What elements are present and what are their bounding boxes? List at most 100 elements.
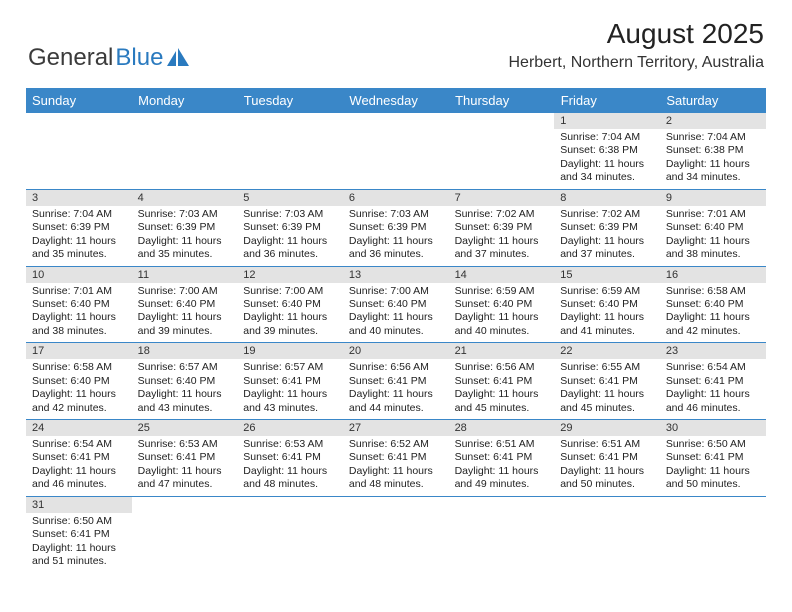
daylight-line: Daylight: 11 hours and 35 minutes. xyxy=(138,235,232,262)
day-number: 4 xyxy=(132,190,238,206)
day-number: 22 xyxy=(554,343,660,359)
calendar-cell: 17Sunrise: 6:58 AMSunset: 6:40 PMDayligh… xyxy=(26,343,132,420)
daylight-line: Daylight: 11 hours and 41 minutes. xyxy=(560,311,654,338)
calendar-row: 17Sunrise: 6:58 AMSunset: 6:40 PMDayligh… xyxy=(26,343,766,420)
sunset-line: Sunset: 6:40 PM xyxy=(138,298,232,311)
day-body: Sunrise: 6:54 AMSunset: 6:41 PMDaylight:… xyxy=(26,436,132,496)
day-body: Sunrise: 6:51 AMSunset: 6:41 PMDaylight:… xyxy=(554,436,660,496)
day-number: 15 xyxy=(554,267,660,283)
day-number: 29 xyxy=(554,420,660,436)
sunrise-line: Sunrise: 6:53 AM xyxy=(138,438,232,451)
calendar-cell xyxy=(132,496,238,572)
daylight-line: Daylight: 11 hours and 45 minutes. xyxy=(560,388,654,415)
sunset-line: Sunset: 6:39 PM xyxy=(560,221,654,234)
dayhead-mon: Monday xyxy=(132,88,238,113)
dayhead-sat: Saturday xyxy=(660,88,766,113)
sunset-line: Sunset: 6:39 PM xyxy=(349,221,443,234)
day-header-row: Sunday Monday Tuesday Wednesday Thursday… xyxy=(26,88,766,113)
calendar-cell: 16Sunrise: 6:58 AMSunset: 6:40 PMDayligh… xyxy=(660,266,766,343)
calendar-cell: 21Sunrise: 6:56 AMSunset: 6:41 PMDayligh… xyxy=(449,343,555,420)
day-number: 16 xyxy=(660,267,766,283)
calendar-body: 1Sunrise: 7:04 AMSunset: 6:38 PMDaylight… xyxy=(26,113,766,573)
day-body: Sunrise: 6:59 AMSunset: 6:40 PMDaylight:… xyxy=(554,283,660,343)
daylight-line: Daylight: 11 hours and 34 minutes. xyxy=(666,158,760,185)
sunrise-line: Sunrise: 7:04 AM xyxy=(666,131,760,144)
sunrise-line: Sunrise: 7:01 AM xyxy=(666,208,760,221)
calendar-table: Sunday Monday Tuesday Wednesday Thursday… xyxy=(26,88,766,573)
day-number: 6 xyxy=(343,190,449,206)
sunrise-line: Sunrise: 7:01 AM xyxy=(32,285,126,298)
sunset-line: Sunset: 6:40 PM xyxy=(560,298,654,311)
day-body: Sunrise: 6:50 AMSunset: 6:41 PMDaylight:… xyxy=(660,436,766,496)
title-block: August 2025 Herbert, Northern Territory,… xyxy=(509,18,765,72)
dayhead-thu: Thursday xyxy=(449,88,555,113)
day-number: 31 xyxy=(26,497,132,513)
calendar-cell: 25Sunrise: 6:53 AMSunset: 6:41 PMDayligh… xyxy=(132,420,238,497)
calendar-cell xyxy=(554,496,660,572)
calendar-cell: 18Sunrise: 6:57 AMSunset: 6:40 PMDayligh… xyxy=(132,343,238,420)
sunset-line: Sunset: 6:40 PM xyxy=(32,298,126,311)
sunrise-line: Sunrise: 6:51 AM xyxy=(455,438,549,451)
sunrise-line: Sunrise: 6:57 AM xyxy=(243,361,337,374)
daylight-line: Daylight: 11 hours and 34 minutes. xyxy=(560,158,654,185)
day-body: Sunrise: 6:53 AMSunset: 6:41 PMDaylight:… xyxy=(237,436,343,496)
calendar-row: 3Sunrise: 7:04 AMSunset: 6:39 PMDaylight… xyxy=(26,189,766,266)
calendar-cell xyxy=(237,113,343,189)
day-body: Sunrise: 7:01 AMSunset: 6:40 PMDaylight:… xyxy=(26,283,132,343)
daylight-line: Daylight: 11 hours and 45 minutes. xyxy=(455,388,549,415)
calendar-cell xyxy=(343,496,449,572)
sunset-line: Sunset: 6:39 PM xyxy=(32,221,126,234)
day-body: Sunrise: 7:03 AMSunset: 6:39 PMDaylight:… xyxy=(132,206,238,266)
daylight-line: Daylight: 11 hours and 43 minutes. xyxy=(138,388,232,415)
sunrise-line: Sunrise: 6:59 AM xyxy=(455,285,549,298)
sunrise-line: Sunrise: 6:54 AM xyxy=(666,361,760,374)
calendar-cell: 13Sunrise: 7:00 AMSunset: 6:40 PMDayligh… xyxy=(343,266,449,343)
day-number: 20 xyxy=(343,343,449,359)
sunset-line: Sunset: 6:41 PM xyxy=(560,375,654,388)
sunset-line: Sunset: 6:41 PM xyxy=(243,375,337,388)
day-number: 26 xyxy=(237,420,343,436)
location: Herbert, Northern Territory, Australia xyxy=(509,54,765,72)
day-number: 23 xyxy=(660,343,766,359)
day-body: Sunrise: 7:02 AMSunset: 6:39 PMDaylight:… xyxy=(449,206,555,266)
daylight-line: Daylight: 11 hours and 51 minutes. xyxy=(32,542,126,569)
calendar-cell: 31Sunrise: 6:50 AMSunset: 6:41 PMDayligh… xyxy=(26,496,132,572)
calendar-cell: 5Sunrise: 7:03 AMSunset: 6:39 PMDaylight… xyxy=(237,189,343,266)
day-body: Sunrise: 7:01 AMSunset: 6:40 PMDaylight:… xyxy=(660,206,766,266)
sunrise-line: Sunrise: 7:03 AM xyxy=(243,208,337,221)
day-body: Sunrise: 6:54 AMSunset: 6:41 PMDaylight:… xyxy=(660,359,766,419)
day-number: 14 xyxy=(449,267,555,283)
day-number: 9 xyxy=(660,190,766,206)
day-body: Sunrise: 7:03 AMSunset: 6:39 PMDaylight:… xyxy=(237,206,343,266)
calendar-cell: 24Sunrise: 6:54 AMSunset: 6:41 PMDayligh… xyxy=(26,420,132,497)
daylight-line: Daylight: 11 hours and 47 minutes. xyxy=(138,465,232,492)
daylight-line: Daylight: 11 hours and 44 minutes. xyxy=(349,388,443,415)
sunset-line: Sunset: 6:41 PM xyxy=(666,451,760,464)
calendar-cell xyxy=(449,496,555,572)
day-number: 10 xyxy=(26,267,132,283)
calendar-cell: 22 Sunrise: 6:55 AMSunset: 6:41 PMDayligh… xyxy=(554,343,660,420)
day-body: Sunrise: 7:04 AMSunset: 6:38 PMDaylight:… xyxy=(554,129,660,189)
sunrise-line: Sunrise: 6:57 AM xyxy=(138,361,232,374)
calendar-cell: 10Sunrise: 7:01 AMSunset: 6:40 PMDayligh… xyxy=(26,266,132,343)
calendar-cell: 8Sunrise: 7:02 AMSunset: 6:39 PMDaylight… xyxy=(554,189,660,266)
day-body: Sunrise: 7:02 AMSunset: 6:39 PMDaylight:… xyxy=(554,206,660,266)
sunrise-line: Sunrise: 6:50 AM xyxy=(32,515,126,528)
daylight-line: Daylight: 11 hours and 43 minutes. xyxy=(243,388,337,415)
day-number: 2 xyxy=(660,113,766,129)
sunrise-line: Sunrise: 6:55 AM xyxy=(560,361,654,374)
day-body: Sunrise: 7:00 AMSunset: 6:40 PMDaylight:… xyxy=(132,283,238,343)
calendar-cell: 3Sunrise: 7:04 AMSunset: 6:39 PMDaylight… xyxy=(26,189,132,266)
sunrise-line: Sunrise: 6:59 AM xyxy=(560,285,654,298)
sunrise-line: Sunrise: 7:04 AM xyxy=(32,208,126,221)
sunrise-line: Sunrise: 6:56 AM xyxy=(349,361,443,374)
day-body: Sunrise: 6:51 AMSunset: 6:41 PMDaylight:… xyxy=(449,436,555,496)
daylight-line: Daylight: 11 hours and 35 minutes. xyxy=(32,235,126,262)
calendar-cell: 6Sunrise: 7:03 AMSunset: 6:39 PMDaylight… xyxy=(343,189,449,266)
daylight-line: Daylight: 11 hours and 48 minutes. xyxy=(243,465,337,492)
daylight-line: Daylight: 11 hours and 46 minutes. xyxy=(32,465,126,492)
sunset-line: Sunset: 6:41 PM xyxy=(455,451,549,464)
daylight-line: Daylight: 11 hours and 37 minutes. xyxy=(560,235,654,262)
day-body: Sunrise: 6:57 AMSunset: 6:41 PMDaylight:… xyxy=(237,359,343,419)
calendar-cell: 7Sunrise: 7:02 AMSunset: 6:39 PMDaylight… xyxy=(449,189,555,266)
